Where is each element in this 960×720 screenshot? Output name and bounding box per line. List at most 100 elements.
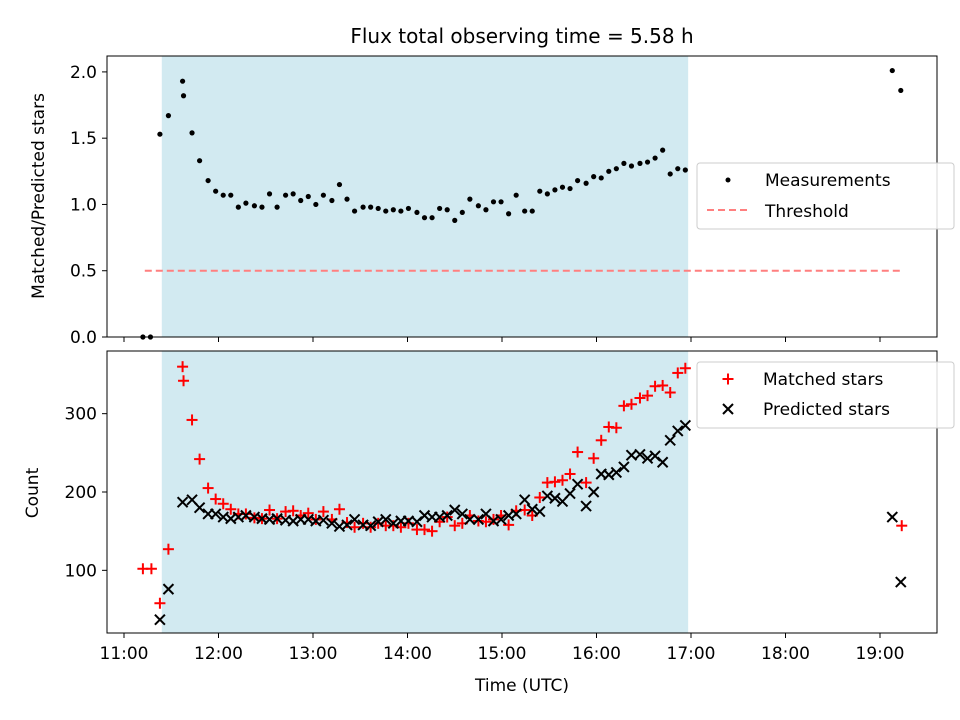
measurement-point (197, 158, 203, 164)
measurement-point (266, 191, 273, 197)
matched-star-point (896, 520, 908, 532)
predicted-star-point-b (225, 512, 237, 525)
predicted-star-point (518, 494, 531, 506)
measurement-point (251, 203, 258, 209)
predicted-star-point-b (456, 508, 469, 520)
measurement-point (228, 192, 234, 198)
predicted-stars-series (154, 419, 907, 626)
predicted-star-point-b (495, 513, 507, 526)
predicted-star-point-b (433, 511, 446, 523)
matched-star-point (186, 414, 198, 426)
measurement-point (452, 217, 458, 223)
predicted-star-point-b (387, 517, 400, 530)
x-tick-label: 16:00 (572, 644, 621, 664)
predicted-star-point-b (480, 508, 492, 520)
bottom-legend-box (696, 361, 955, 429)
bottom-legend: Matched stars Predicted stars (696, 361, 955, 429)
matched-star-point (449, 520, 461, 532)
predicted-star-point-b (649, 450, 661, 462)
legend-predicted-marker (722, 403, 734, 415)
legend-cross-b (722, 403, 734, 415)
legend-predicted-label: Predicted stars (763, 400, 890, 420)
x-tick-label: 18:00 (761, 644, 810, 664)
predicted-star-point-b (232, 511, 245, 523)
bottom-y-tick-label: 100 (65, 561, 97, 581)
matched-star-point (556, 474, 568, 486)
top-legend: Measurements Threshold (696, 162, 955, 230)
predicted-star-point-b (603, 469, 615, 481)
predicted-star-point (541, 490, 554, 502)
x-tick-label: 15:00 (478, 644, 527, 664)
measurement-point (360, 204, 366, 210)
measurement-point (429, 215, 435, 221)
matched-star-point (145, 563, 157, 575)
predicted-star-point-b (571, 478, 584, 490)
predicted-star-point-b (310, 515, 322, 527)
predicted-star-point (564, 487, 576, 500)
measurement-point (591, 174, 597, 180)
predicted-star-point-b (541, 490, 554, 502)
measurement-point (637, 160, 643, 166)
measurement-point (437, 205, 443, 212)
predicted-star-point (240, 509, 252, 522)
measurement-point (889, 67, 895, 74)
predicted-star-point-b (664, 434, 676, 447)
predicted-star-point (587, 486, 600, 498)
matched-star-point (625, 398, 637, 410)
predicted-star-point-b (487, 515, 500, 527)
x-tick-label: 14:00 (383, 644, 432, 664)
predicted-star-point-b (263, 513, 276, 526)
matched-star-point (178, 375, 190, 387)
matched-star-point (595, 434, 607, 446)
matched-star-point (572, 446, 584, 458)
measurement-point (575, 177, 581, 184)
predicted-star-point (526, 503, 538, 515)
top-x-axis-ticks (123, 337, 881, 342)
predicted-star-point-b (154, 613, 166, 626)
measurement-point (652, 155, 658, 161)
measurement-point (459, 209, 465, 216)
predicted-star-point-b (564, 487, 576, 500)
measurement-point (298, 197, 304, 204)
matched-star-point (162, 543, 174, 555)
measurement-point (483, 207, 489, 213)
top-panel: 0.00.51.01.52.0 Matched/Predicted stars … (29, 55, 955, 348)
x-tick-label: 17:00 (667, 644, 716, 664)
measurement-point (213, 188, 219, 194)
predicted-star-point (510, 508, 522, 520)
bottom-y-tick-label: 200 (65, 483, 97, 503)
predicted-star-point (162, 583, 175, 595)
measurement-point (544, 191, 550, 197)
x-axis-label: Time (UTC) (474, 676, 569, 696)
predicted-star-point (441, 509, 453, 522)
predicted-star-point-b (886, 511, 898, 523)
measurement-point (398, 208, 404, 214)
measurement-point (165, 113, 172, 119)
matched-star-point (264, 504, 276, 516)
matched-star-point (642, 390, 654, 402)
measurement-point (405, 205, 412, 212)
predicted-star-point-b (549, 492, 561, 504)
predicted-star-point (456, 508, 469, 520)
measurement-point (421, 215, 428, 221)
measurement-point (660, 147, 666, 153)
measurement-point (467, 196, 473, 202)
x-tick-label: 19:00 (856, 644, 905, 664)
measurement-point (414, 209, 420, 216)
matched-stars-series (137, 361, 908, 609)
measurement-point (320, 192, 326, 198)
predicted-star-point-b (176, 496, 189, 508)
predicted-star-point (603, 469, 615, 481)
measurement-point (220, 192, 226, 198)
bottom-y-axis-label: Count (23, 467, 43, 518)
matched-star-point (177, 361, 189, 373)
predicted-star-point-b (162, 583, 175, 595)
measurement-point (613, 166, 619, 172)
measurement-point (274, 204, 280, 210)
predicted-star-point (271, 512, 283, 525)
measurement-point (522, 208, 528, 214)
matched-star-point (480, 516, 492, 528)
predicted-star-point-b (209, 508, 222, 520)
bottom-y-axis-ticks: 100 200 300 (65, 405, 107, 581)
predicted-star-point-b (510, 508, 522, 520)
